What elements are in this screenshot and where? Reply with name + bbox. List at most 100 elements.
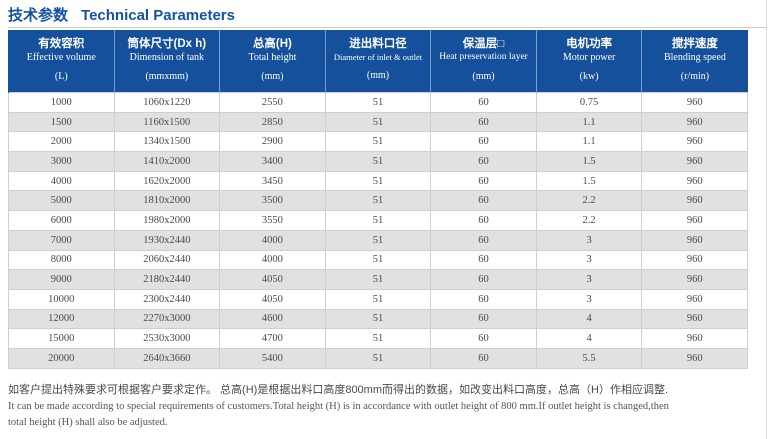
table-cell: 3400: [219, 151, 326, 172]
table-cell: 1930x2440: [113, 229, 221, 251]
table-cell: 1500: [8, 111, 115, 133]
table-cell: 8000: [8, 249, 115, 271]
table-cell: 2640x3660: [113, 347, 221, 369]
table-cell: 4000: [8, 170, 115, 192]
table-cell: 51: [324, 269, 432, 290]
table-cell: 0.75: [535, 92, 643, 113]
table-cell: 4700: [219, 328, 326, 349]
table-cell: 5000: [8, 190, 115, 212]
table-cell: 5.5: [535, 347, 643, 369]
table-row: 12000 2270x3000 4600 51 60 4 960: [8, 308, 748, 330]
table-cell: 960: [641, 249, 748, 271]
note-english-line1: It can be made according to special requ…: [8, 401, 669, 412]
table-cell: 960: [641, 269, 748, 290]
table-cell: 60: [430, 131, 537, 153]
table-cell: 51: [324, 347, 432, 369]
header-cell: 总高(H) Total height (mm): [219, 30, 326, 93]
table-cell: 1060x1220: [113, 92, 221, 113]
table-cell: 1.5: [535, 170, 643, 192]
table-cell: 1.5: [535, 151, 643, 172]
table-row: 20000 2640x3660 5400 51 60 5.5 960: [8, 347, 748, 369]
table-row: 7000 1930x2440 4000 51 60 3 960: [8, 229, 748, 251]
header-cell: 筒体尺寸(Dx h) Dimension of tank (mmxmm): [113, 30, 220, 93]
table-row: 3000 1410x2000 3400 51 60 1.5 960: [8, 151, 748, 172]
table-row: 9000 2180x2440 4050 51 60 3 960: [8, 269, 748, 290]
table-cell: 1160x1500: [113, 111, 221, 133]
table-cell: 2900: [219, 131, 326, 153]
table-cell: 51: [324, 210, 432, 231]
table-cell: 60: [430, 210, 537, 231]
table-cell: 10000: [8, 288, 115, 310]
table-cell: 60: [430, 249, 537, 271]
table-cell: 51: [324, 328, 432, 349]
table-cell: 3: [535, 288, 643, 310]
table-cell: 960: [641, 111, 748, 133]
table-cell: 3450: [219, 170, 326, 192]
table-cell: 51: [324, 170, 432, 192]
table-cell: 60: [430, 229, 537, 251]
table-cell: 2180x2440: [113, 269, 221, 290]
table-cell: 960: [641, 288, 748, 310]
table-cell: 1410x2000: [113, 151, 221, 172]
table-cell: 51: [324, 131, 432, 153]
table-cell: 960: [641, 92, 748, 113]
table-cell: 3550: [219, 210, 326, 231]
table-cell: 9000: [8, 269, 115, 290]
page-title: 技术参数 Technical Parameters: [8, 4, 235, 25]
table-cell: 6000: [8, 210, 115, 231]
table-cell: 4: [535, 328, 643, 349]
table-cell: 60: [430, 288, 537, 310]
table-cell: 1810x2000: [113, 190, 221, 212]
table-cell: 51: [324, 229, 432, 251]
table-row: 10000 2300x2440 4050 51 60 3 960: [8, 288, 748, 310]
table-cell: 4600: [219, 308, 326, 330]
header-cell: 电机功率 Motor power (kw): [535, 30, 642, 93]
table-cell: 60: [430, 170, 537, 192]
table-cell: 2300x2440: [113, 288, 221, 310]
table-cell: 960: [641, 131, 748, 153]
table-cell: 2.2: [535, 210, 643, 231]
table-cell: 2270x3000: [113, 308, 221, 330]
header-cell: 搅拌速度 Blending speed (r/min): [641, 30, 748, 93]
footer-notes: 如客户提出特殊要求可根据客户要求定作。 总高(H)是根据出料口高度800mm而得…: [8, 381, 768, 431]
table-cell: 15000: [8, 328, 115, 349]
note-english-line2: total height (H) shall also be adjusted.: [8, 416, 168, 428]
table-cell: 2530x3000: [113, 328, 221, 349]
table-cell: 51: [324, 288, 432, 310]
table-cell: 1000: [8, 92, 115, 113]
table-cell: 60: [430, 308, 537, 330]
table-row: 1500 1160x1500 2850 51 60 1.1 960: [8, 111, 748, 133]
table-row: 6000 1980x2000 3550 51 60 2.2 960: [8, 210, 748, 231]
table-cell: 4000: [219, 249, 326, 271]
page-title-cn: 技术参数: [8, 7, 69, 24]
table-cell: 1340x1500: [113, 131, 221, 153]
table-cell: 3: [535, 269, 643, 290]
header-cell: 保温层□ Heat preservation layer (mm): [430, 30, 537, 93]
page-edge-divider: [766, 0, 767, 439]
table-cell: 960: [641, 308, 748, 330]
table-cell: 51: [324, 92, 432, 113]
table-cell: 60: [430, 190, 537, 212]
table-cell: 7000: [8, 229, 115, 251]
header-cell: 有效容积 Effective volume (L): [8, 30, 115, 93]
table-cell: 60: [430, 92, 537, 113]
table-cell: 1.1: [535, 131, 643, 153]
table-cell: 60: [430, 328, 537, 349]
table-cell: 4050: [219, 288, 326, 310]
table-cell: 60: [430, 347, 537, 369]
table-cell: 3: [535, 229, 643, 251]
table-cell: 2000: [8, 131, 115, 153]
table-cell: 960: [641, 210, 748, 231]
table-cell: 960: [641, 151, 748, 172]
table-cell: 960: [641, 229, 748, 251]
table-cell: 60: [430, 151, 537, 172]
table-header-row: 有效容积 Effective volume (L) 筒体尺寸(Dx h) Dimensi…: [8, 30, 748, 93]
table-cell: 3: [535, 249, 643, 271]
table-cell: 51: [324, 111, 432, 133]
title-divider: [8, 27, 766, 28]
table-cell: 51: [324, 308, 432, 330]
table-cell: 3500: [219, 190, 326, 212]
table-cell: 2060x2440: [113, 249, 221, 271]
table-cell: 51: [324, 151, 432, 172]
table-cell: 51: [324, 190, 432, 212]
